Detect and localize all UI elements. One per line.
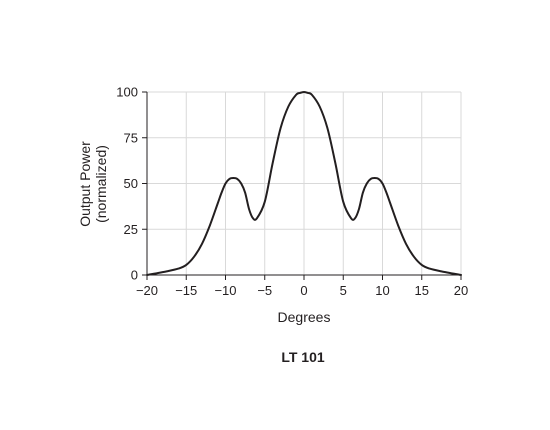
x-tick-label: 5 [340,283,347,298]
x-tick-label: −20 [136,283,158,298]
y-tick-label: 25 [124,222,138,237]
x-tick-label: 15 [415,283,429,298]
x-tick-label: 10 [375,283,389,298]
x-tick-label: −5 [257,283,272,298]
x-tick-label: −10 [214,283,236,298]
y-tick-label: 75 [124,130,138,145]
x-tick-label: 0 [300,283,307,298]
series-layer [146,91,462,276]
x-axis-title: Degrees [278,309,331,325]
y-tick-label: 0 [131,268,138,283]
y-tick-label: 100 [116,85,138,100]
series-line [146,91,462,276]
y-axis-title-line-1: Output Power [77,141,93,227]
x-tick-label: −15 [175,283,197,298]
x-tick-labels: −20 −15 −10 −5 0 5 10 15 20 [136,283,468,298]
x-tick-label: 20 [454,283,468,298]
axes [142,91,462,280]
y-axis-title-line-2: (normalized) [93,145,109,223]
y-tick-label: 50 [124,176,138,191]
chart-caption: LT 101 [281,349,325,365]
y-tick-labels: 0 25 50 75 100 [116,85,138,283]
grid [147,91,462,275]
